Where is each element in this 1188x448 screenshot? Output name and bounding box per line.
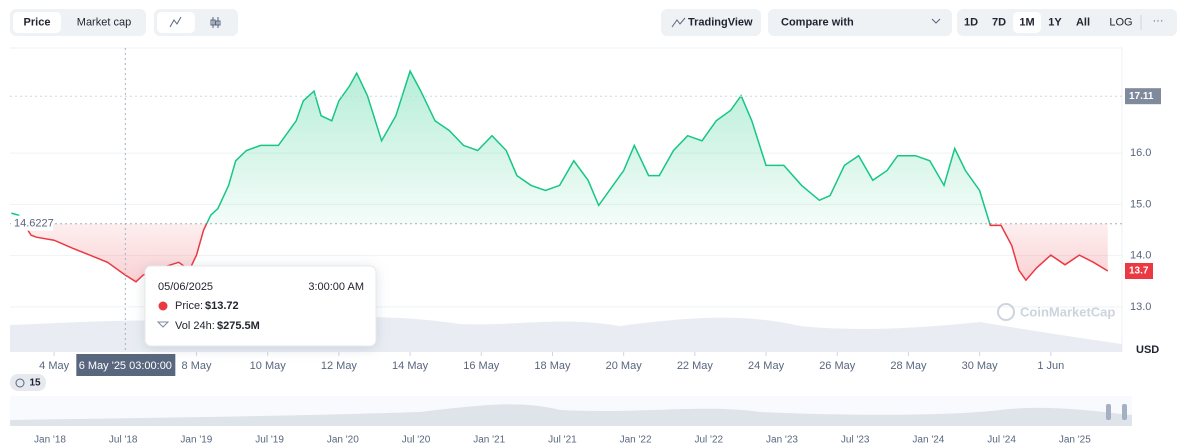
badge-count[interactable]: 15 [29, 378, 41, 389]
tab[interactable]: Price [24, 16, 51, 28]
range-button[interactable]: 1Y [1048, 16, 1062, 28]
y-tick-label: 15.0 [1130, 198, 1151, 210]
tooltip-vol: $275.5M [217, 320, 260, 332]
tradingview-button[interactable] [661, 9, 761, 36]
watermark-text: CoinMarketCap [1020, 304, 1115, 319]
range-active[interactable] [1013, 12, 1041, 33]
crosshair-badge [76, 354, 176, 376]
compare-label[interactable]: Compare with [781, 16, 854, 28]
last-label: 13.7 [1129, 266, 1149, 277]
x-tick-label: 14 May [392, 360, 429, 372]
more-button[interactable]: ··· [1153, 15, 1164, 27]
chevron [931, 18, 941, 24]
currency-label: USD [1136, 344, 1159, 356]
price-line [11, 69, 1109, 283]
tab-active[interactable] [13, 12, 61, 33]
tooltip-date: 05/06/2025 [158, 281, 213, 293]
price-area [11, 71, 1108, 282]
navigator-handle[interactable] [1122, 404, 1127, 420]
watermark-logo [997, 303, 1015, 321]
vol-icon [156, 321, 170, 328]
tradingview-label[interactable]: TradingView [688, 16, 753, 28]
range-button[interactable]: 1M [1019, 16, 1034, 28]
range-button[interactable]: All [1076, 16, 1090, 28]
navigator-label: Jan '18 [34, 435, 66, 446]
navigator-label: Jan '21 [473, 435, 505, 446]
watermark: CoinMarketCap [997, 303, 1115, 321]
x-tick-label: 30 May [962, 360, 999, 372]
x-tick-label: 18 May [534, 360, 571, 372]
navigator-label: Jul '23 [841, 435, 870, 446]
last-badge [1125, 263, 1153, 280]
x-tick-label: 10 May [250, 360, 287, 372]
navigator-label: Jan '19 [180, 435, 212, 446]
high-badge [1125, 88, 1161, 105]
navigator-handle[interactable] [1106, 404, 1111, 420]
tooltip [144, 265, 377, 347]
navigator-label: Jan '23 [766, 435, 798, 446]
navigator-area [10, 404, 1132, 426]
navigator-label: Jul '19 [255, 435, 284, 446]
navigator-label: Jan '22 [620, 435, 652, 446]
baseline-label-bg [11, 215, 53, 231]
tab[interactable]: Market cap [77, 16, 131, 28]
navigator-label: Jul '24 [987, 435, 1016, 446]
range-button[interactable]: 7D [992, 16, 1006, 28]
candle-icon[interactable] [210, 17, 221, 28]
tooltip-price-label: Price: [175, 300, 203, 312]
x-tick-label: 28 May [890, 360, 927, 372]
navigator-label: Jul '22 [695, 435, 724, 446]
navigator-label: Jul '20 [402, 435, 431, 446]
x-tick-label: 16 May [463, 360, 500, 372]
navigator-label: Jan '25 [1059, 435, 1091, 446]
y-tick-label: 13.0 [1130, 301, 1151, 313]
x-tick-label: 8 May [182, 360, 212, 372]
x-tick-label: 4 May [39, 360, 69, 372]
tv-icon [671, 17, 686, 28]
navigator-label: Jul '18 [109, 435, 138, 446]
x-tick-label: 12 May [321, 360, 358, 372]
badge[interactable] [10, 374, 46, 391]
range-button[interactable]: 1D [964, 16, 978, 28]
x-tick-label: 20 May [606, 360, 643, 372]
navigator-label: Jul '21 [548, 435, 577, 446]
tooltip-time: 3:00:00 AM [308, 281, 364, 293]
log-toggle[interactable]: LOG [1109, 16, 1132, 28]
crosshair-label: 6 May '25 03:00:00 [79, 360, 172, 372]
tooltip-price: $13.72 [205, 300, 239, 312]
compare-select[interactable] [768, 9, 952, 36]
navigator-label: Jan '24 [912, 435, 944, 446]
range-group [957, 9, 1177, 36]
navigator-label: Jan '20 [327, 435, 359, 446]
high-label: 17.11 [1129, 91, 1154, 102]
y-tick-label: 16.0 [1130, 147, 1151, 159]
y-tick-label: 14.0 [1130, 250, 1151, 262]
x-tick-label: 24 May [748, 360, 785, 372]
tooltip-vol-label: Vol 24h: [175, 320, 215, 332]
line-icon [169, 16, 182, 28]
price-dot [158, 301, 168, 311]
baseline-label: 14.6227 [14, 218, 54, 230]
x-tick-label: 22 May [677, 360, 714, 372]
x-tick-label: 26 May [819, 360, 856, 372]
badge-icon [15, 378, 25, 388]
x-tick-label: 1 Jun [1037, 360, 1064, 372]
